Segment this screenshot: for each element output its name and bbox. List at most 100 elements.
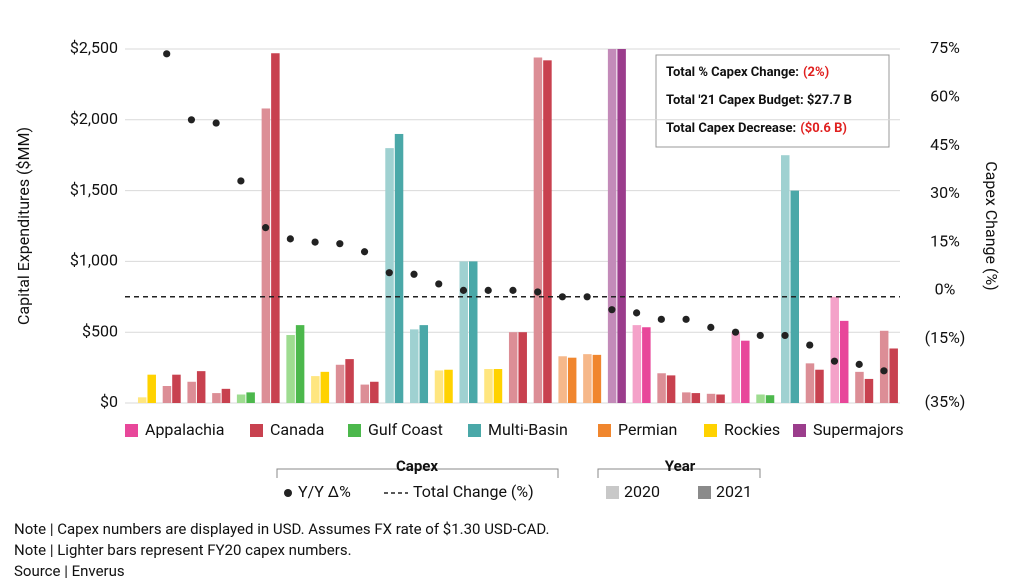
legend-label: Total Change (%): [413, 482, 534, 501]
bar: [484, 369, 493, 403]
dot: [682, 315, 690, 323]
bar: [756, 394, 765, 403]
y-tick-label: $500: [82, 321, 118, 340]
y-tick-label: $2,000: [70, 109, 118, 128]
dot: [385, 269, 393, 277]
bar: [682, 392, 691, 403]
legend-swatch: [348, 424, 361, 437]
dot: [657, 315, 665, 323]
bar: [855, 371, 864, 403]
y2-tick-label: 15%: [930, 231, 960, 250]
bar: [567, 357, 577, 403]
bar: [765, 395, 775, 403]
bar: [187, 381, 196, 403]
bar: [592, 354, 602, 403]
bar: [508, 332, 518, 403]
y2-tick-label: 0%: [935, 280, 956, 299]
bar: [706, 393, 716, 403]
dot: [731, 328, 740, 336]
bar: [657, 373, 666, 403]
bar: [370, 381, 379, 403]
dot: [237, 177, 245, 185]
legend-title: Year: [665, 457, 696, 475]
dot: [830, 357, 839, 365]
bar: [345, 359, 354, 403]
dot: [534, 288, 542, 296]
bar: [394, 133, 404, 403]
bar: [666, 375, 676, 403]
bar: [459, 261, 468, 403]
legend-swatch: [598, 424, 611, 437]
legend-title: Capex: [396, 457, 438, 475]
bar: [607, 49, 617, 403]
y-tick-label: $2,500: [70, 38, 118, 57]
bar: [691, 393, 701, 403]
bar: [172, 374, 181, 403]
bar: [533, 57, 543, 403]
bar: [731, 332, 741, 403]
legend-bracket: [276, 468, 761, 478]
bar: [879, 330, 889, 403]
dot: [360, 248, 369, 256]
bar: [419, 325, 429, 403]
y2-tick-label: (35%): [925, 392, 966, 411]
dot: [583, 293, 591, 301]
legend-label: Canada: [270, 420, 324, 439]
dot: [187, 116, 196, 124]
legend-swatch: [125, 424, 138, 437]
bar: [137, 397, 147, 403]
bar: [335, 364, 345, 403]
y2-tick-label: 60%: [930, 86, 960, 105]
bar: [468, 261, 478, 403]
bar: [716, 394, 725, 403]
dot: [558, 293, 567, 301]
y-tick-label: $1,500: [70, 180, 118, 199]
legend-label: Rockies: [724, 420, 780, 439]
bar: [221, 388, 231, 403]
bar: [311, 376, 320, 403]
bar: [271, 53, 280, 404]
bar: [839, 320, 849, 403]
annotation-highlight: ($0.6 B): [800, 121, 847, 136]
bar: [543, 60, 552, 403]
bar: [815, 369, 824, 403]
annotation: Total Capex Decrease: ($0.6 B): [666, 121, 847, 136]
annotation-text: Total Capex Decrease:: [666, 121, 796, 136]
dot: [212, 119, 220, 127]
legend-label: Gulf Coast: [368, 420, 443, 439]
legend-swatch: [704, 424, 717, 437]
note: Note | Capex numbers are displayed in US…: [14, 520, 549, 538]
bar: [147, 374, 156, 403]
dot: [608, 306, 616, 314]
bar: [196, 371, 206, 403]
bar: [741, 340, 750, 403]
dot: [880, 367, 888, 375]
bar: [830, 296, 839, 403]
bar: [889, 348, 898, 403]
legend-swatch: [698, 486, 711, 499]
legend-label: Permian: [618, 420, 677, 439]
legend-swatch: [468, 424, 481, 437]
bar: [434, 370, 444, 403]
annotation: Total '21 Capex Budget: $27.7 B: [666, 93, 852, 108]
bar: [781, 155, 790, 403]
bar: [558, 356, 567, 403]
y-tick-label: $1,000: [70, 251, 118, 270]
bar: [444, 369, 453, 403]
y2-tick-label: (15%): [925, 328, 966, 347]
dot: [311, 238, 319, 246]
dot: [855, 360, 863, 368]
legend-label: Multi-Basin: [488, 420, 568, 439]
dot: [336, 240, 344, 248]
bar: [320, 371, 330, 403]
dot: [163, 50, 171, 58]
annotation-text: Total % Capex Change:: [666, 65, 799, 80]
y2-axis-title: Capex Change (%): [982, 161, 1001, 290]
bar: [410, 329, 419, 403]
dot: [781, 331, 789, 340]
bar: [212, 393, 221, 403]
dot: [459, 286, 468, 294]
dot: [286, 235, 294, 243]
bar: [617, 49, 626, 403]
